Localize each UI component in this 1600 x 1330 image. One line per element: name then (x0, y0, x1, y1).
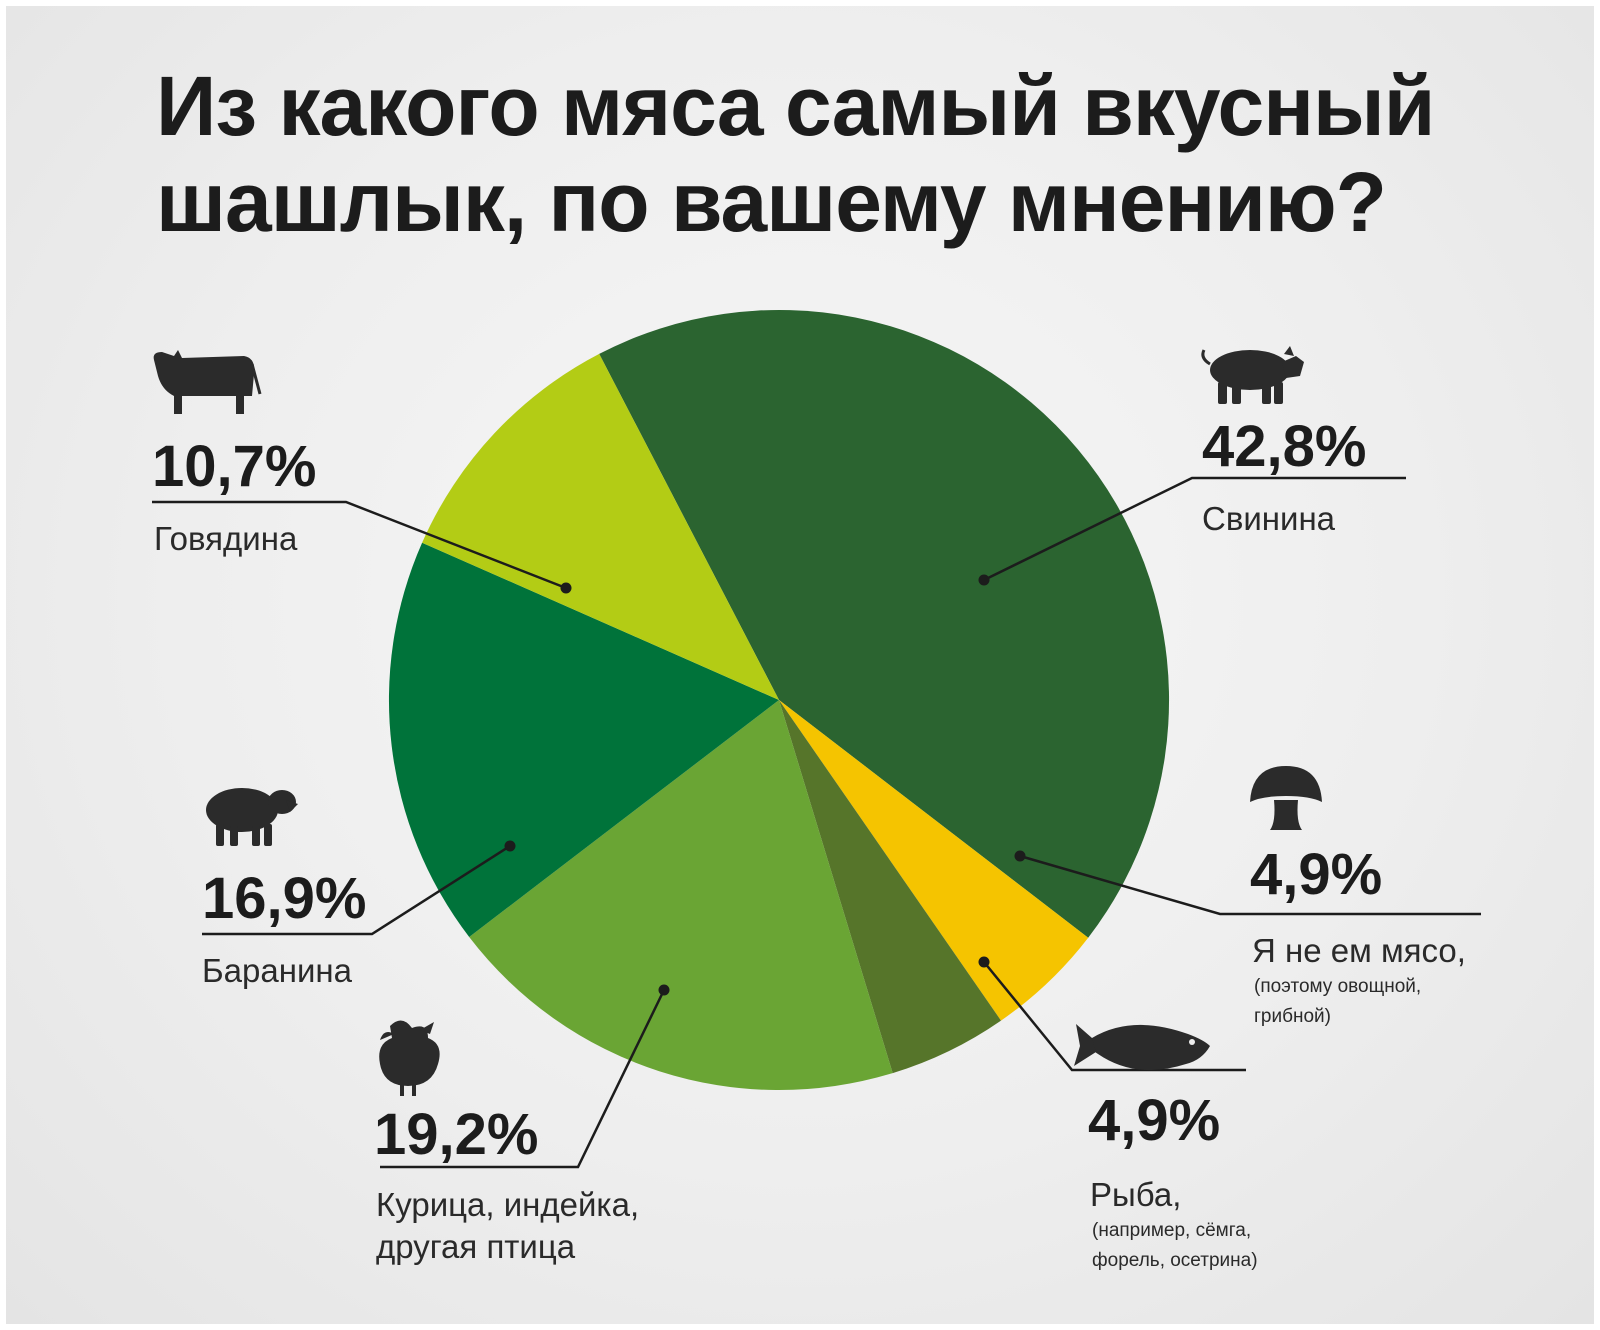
slice-label-fish: 4,9% Рыба, (например, сёмга, форель, осе… (1088, 1088, 1258, 1271)
no-meat-percent: 4,9% (1250, 842, 1382, 907)
beef-label: Говядина (154, 520, 298, 557)
fish-note-2: форель, осетрина) (1092, 1250, 1258, 1271)
lamb-percent: 16,9% (202, 866, 366, 931)
leader-lines (152, 476, 1481, 1169)
leader-line-fish (983, 961, 1246, 1072)
fish-icon (1074, 1024, 1210, 1071)
leader-dot-beef (560, 582, 572, 594)
leader-dot-lamb (504, 840, 516, 852)
chicken-label-1: Курица, индейка, (376, 1186, 639, 1223)
leader-line-pork (983, 476, 1406, 582)
chart-title-line-1: Из какого мяса самый вкусный (156, 59, 1435, 153)
mushroom-icon (1250, 766, 1322, 830)
cow-icon (153, 350, 262, 414)
leader-line-beef (152, 500, 567, 590)
fish-note-1: (например, сёмга, (1092, 1220, 1251, 1241)
pork-percent: 42,8% (1202, 414, 1366, 479)
leader-dot-pork (978, 574, 990, 586)
no-meat-note-2: грибной) (1254, 1006, 1331, 1027)
slice-label-no-meat: 4,9% Я не ем мясо, (поэтому овощной, гри… (1250, 842, 1466, 1027)
rooster-icon (379, 1020, 440, 1096)
chart-title-line-2: шашлык, по вашему мнению? (156, 155, 1387, 249)
lamb-label: Баранина (202, 952, 353, 989)
pie-slice-pork (599, 309, 1170, 938)
pie-slice-beef (422, 353, 779, 700)
fish-percent: 4,9% (1088, 1088, 1220, 1153)
slice-label-beef: 10,7% Говядина (152, 434, 316, 557)
leader-dots (504, 574, 1026, 996)
chicken-percent: 19,2% (374, 1102, 538, 1167)
leader-line-none (1019, 854, 1481, 916)
slice-label-chicken: 19,2% Курица, индейка, другая птица (374, 1102, 639, 1265)
pie-slice-chicken (469, 700, 893, 1091)
beef-percent: 10,7% (152, 434, 316, 499)
no-meat-note-1: (поэтому овощной, (1254, 976, 1421, 997)
slice-label-lamb: 16,9% Баранина (202, 866, 366, 989)
fish-label: Рыба, (1090, 1176, 1181, 1213)
pie-chart: 42,8% Свинина 4,9% Я не ем мясо, (поэтом… (152, 309, 1481, 1271)
pie-slices (388, 309, 1170, 1091)
pie-slice-fish (779, 700, 1001, 1074)
pie-slice-lamb (388, 542, 779, 937)
pie-slice-no-meat (779, 700, 1089, 1021)
leader-dot-fish (978, 956, 990, 968)
leader-line-chicken (380, 989, 666, 1169)
leader-dot-chicken (658, 984, 670, 996)
pig-icon (1201, 346, 1304, 404)
chicken-label-2: другая птица (376, 1228, 576, 1265)
slice-label-pork: 42,8% Свинина (1202, 414, 1366, 537)
leader-line-lamb (202, 844, 511, 936)
leader-dot-none (1014, 850, 1026, 862)
pork-label: Свинина (1202, 500, 1336, 537)
no-meat-label: Я не ем мясо, (1252, 932, 1466, 969)
sheep-icon (206, 788, 298, 846)
infographic: Из какого мяса самый вкусный шашлык, по … (6, 6, 1594, 1324)
